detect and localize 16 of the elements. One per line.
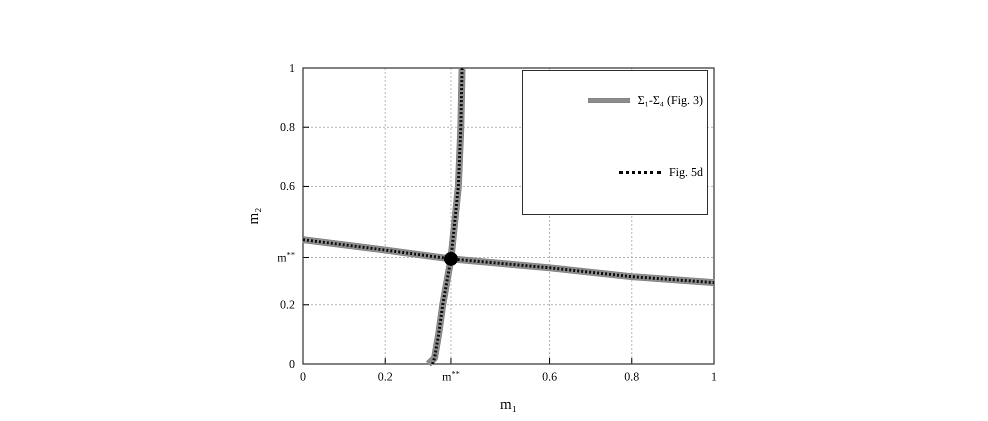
- x-tick-label: 0: [300, 370, 306, 384]
- legend-label: Σ₁-Σ₄ (Fig. 3): [638, 93, 703, 108]
- y-tick-label: 0.8: [280, 120, 295, 134]
- y-tick-label: m$^{**}$: [277, 250, 295, 264]
- y-tick-label: 0.6: [280, 179, 295, 194]
- y-axis-title: m₂: [246, 208, 262, 224]
- x-tick-label: 0.6: [542, 370, 558, 384]
- x-tick-label: 0.8: [624, 370, 640, 384]
- x-tick-label: 0.2: [378, 370, 393, 384]
- x-axis-title: m₁: [500, 397, 517, 413]
- legend-label: Fig. 5d: [668, 165, 703, 180]
- x-tick-label: m$^{**}$: [442, 369, 460, 384]
- y-tick-label: 0.2: [280, 298, 295, 312]
- x-tick-label: 1: [711, 370, 717, 384]
- y-tick-label: 0: [289, 356, 295, 371]
- y-tick-label: 1: [289, 60, 295, 75]
